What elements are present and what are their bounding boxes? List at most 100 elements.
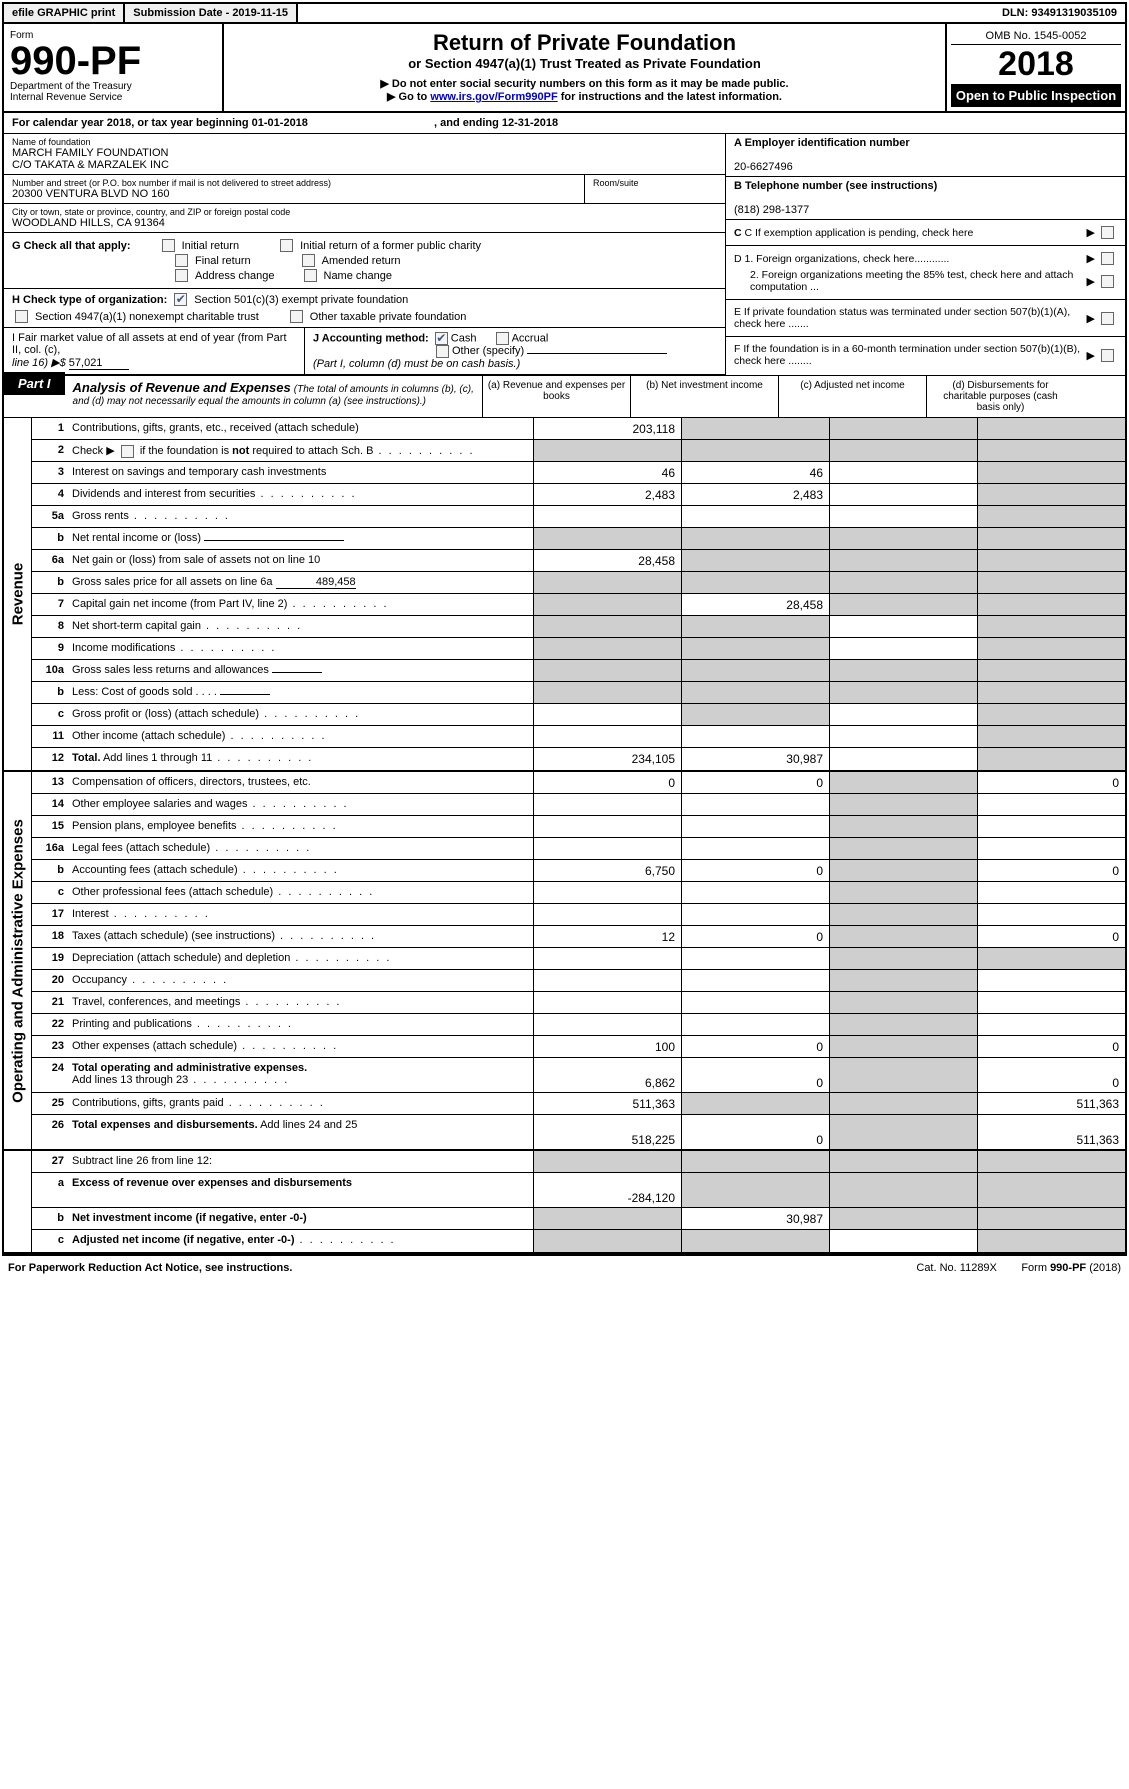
irs: Internal Revenue Service xyxy=(10,92,216,103)
revenue-section: Revenue 1Contributions, gifts, grants, e… xyxy=(4,418,1125,772)
line-13: 13Compensation of officers, directors, t… xyxy=(32,772,1125,794)
section-c: C C If exemption application is pending,… xyxy=(726,220,1125,246)
line-11: 11Other income (attach schedule) xyxy=(32,726,1125,748)
foundation-name-cell: Name of foundation MARCH FAMILY FOUNDATI… xyxy=(4,134,725,175)
cb-name-change[interactable] xyxy=(304,269,317,282)
omb-number: OMB No. 1545-0052 xyxy=(951,28,1121,45)
form-number: 990-PF xyxy=(10,41,216,81)
f-label: F If the foundation is in a 60-month ter… xyxy=(734,343,1087,367)
line-26: 26Total expenses and disbursements. Add … xyxy=(32,1115,1125,1149)
cb-amended-return[interactable] xyxy=(302,254,315,267)
opt-initial: Initial return xyxy=(182,240,239,252)
tax-year: 2018 xyxy=(951,45,1121,84)
cb-status-terminated[interactable] xyxy=(1101,312,1114,325)
line-16c: cOther professional fees (attach schedul… xyxy=(32,882,1125,904)
line-21: 21Travel, conferences, and meetings xyxy=(32,992,1125,1014)
cb-501c3[interactable] xyxy=(174,293,187,306)
city-label: City or town, state or province, country… xyxy=(12,207,717,217)
opt-other-taxable: Other taxable private foundation xyxy=(310,311,467,323)
footer-left: For Paperwork Reduction Act Notice, see … xyxy=(8,1262,292,1274)
tel-value: (818) 298-1377 xyxy=(734,204,809,216)
ein-cell: A Employer identification number 20-6627… xyxy=(726,134,1125,177)
col-b-header: (b) Net investment income xyxy=(630,376,778,417)
room-label: Room/suite xyxy=(593,178,717,188)
expenses-rows: 13Compensation of officers, directors, t… xyxy=(32,772,1125,1149)
cb-foreign-org[interactable] xyxy=(1101,252,1114,265)
cb-exemption-pending[interactable] xyxy=(1101,226,1114,239)
cal-begin: For calendar year 2018, or tax year begi… xyxy=(12,117,308,129)
line-10c: cGross profit or (loss) (attach schedule… xyxy=(32,704,1125,726)
warn-suffix: for instructions and the latest informat… xyxy=(558,91,782,103)
dept: Department of the Treasury xyxy=(10,81,216,92)
submission-date: Submission Date - 2019-11-15 xyxy=(125,4,298,22)
expenses-section: Operating and Administrative Expenses 13… xyxy=(4,772,1125,1151)
line-19: 19Depreciation (attach schedule) and dep… xyxy=(32,948,1125,970)
h-label: H Check type of organization: xyxy=(12,294,167,306)
cb-address-change[interactable] xyxy=(175,269,188,282)
cb-initial-return[interactable] xyxy=(162,239,175,252)
ein-label: A Employer identification number xyxy=(734,137,910,149)
opt-accrual: Accrual xyxy=(512,332,549,344)
topbar: efile GRAPHIC print Submission Date - 20… xyxy=(4,4,1125,24)
section-f: F If the foundation is in a 60-month ter… xyxy=(726,337,1125,373)
opt-final: Final return xyxy=(195,255,251,267)
line-6b: bGross sales price for all assets on lin… xyxy=(32,572,1125,594)
opt-other-method: Other (specify) xyxy=(452,345,524,357)
opt-initial-former: Initial return of a former public charit… xyxy=(300,240,481,252)
section-i: I Fair market value of all assets at end… xyxy=(4,328,304,374)
col-a-header: (a) Revenue and expenses per books xyxy=(482,376,630,417)
foundation-name-2: C/O TAKATA & MARZALEK INC xyxy=(12,159,717,171)
expenses-text: Operating and Administrative Expenses xyxy=(9,819,26,1103)
line-4: 4Dividends and interest from securities2… xyxy=(32,484,1125,506)
cb-other-method[interactable] xyxy=(436,345,449,358)
ein-value: 20-6627496 xyxy=(734,161,793,173)
identity-left: Name of foundation MARCH FAMILY FOUNDATI… xyxy=(4,134,725,375)
warn-prefix: ▶ Go to xyxy=(387,91,430,103)
line27-section: 27Subtract line 26 from line 12: aExcess… xyxy=(4,1151,1125,1254)
city-cell: City or town, state or province, country… xyxy=(4,204,725,233)
line-25: 25Contributions, gifts, grants paid511,3… xyxy=(32,1093,1125,1115)
line-17: 17Interest xyxy=(32,904,1125,926)
revenue-rows: 1Contributions, gifts, grants, etc., rec… xyxy=(32,418,1125,770)
line-24: 24Total operating and administrative exp… xyxy=(32,1058,1125,1093)
cb-60month[interactable] xyxy=(1101,349,1114,362)
i-label: I Fair market value of all assets at end… xyxy=(12,332,287,356)
tel-label: B Telephone number (see instructions) xyxy=(734,180,937,192)
line-10b: bLess: Cost of goods sold . . . . xyxy=(32,682,1125,704)
opt-4947a1: Section 4947(a)(1) nonexempt charitable … xyxy=(35,311,259,323)
i-line16: line 16) ▶$ xyxy=(12,357,66,369)
j-label: J Accounting method: xyxy=(313,332,429,344)
foundation-name-1: MARCH FAMILY FOUNDATION xyxy=(12,147,717,159)
cb-other-taxable[interactable] xyxy=(290,310,303,323)
city-state-zip: WOODLAND HILLS, CA 91364 xyxy=(12,217,717,229)
line-5a: 5aGross rents xyxy=(32,506,1125,528)
cb-cash[interactable] xyxy=(435,332,448,345)
cb-final-return[interactable] xyxy=(175,254,188,267)
line-16a: 16aLegal fees (attach schedule) xyxy=(32,838,1125,860)
efile-print-btn[interactable]: efile GRAPHIC print xyxy=(4,4,125,22)
instructions-link[interactable]: www.irs.gov/Form990PF xyxy=(430,91,557,103)
opt-cash: Cash xyxy=(451,332,477,344)
section-h: H Check type of organization: Section 50… xyxy=(4,289,725,328)
line-20: 20Occupancy xyxy=(32,970,1125,992)
calendar-year-row: For calendar year 2018, or tax year begi… xyxy=(4,113,1125,134)
identity-grid: Name of foundation MARCH FAMILY FOUNDATI… xyxy=(4,134,1125,376)
line-27: 27Subtract line 26 from line 12: xyxy=(32,1151,1125,1173)
cb-initial-former[interactable] xyxy=(280,239,293,252)
section-j: J Accounting method: Cash Accrual Other … xyxy=(304,328,725,374)
fmv-value: 57,021 xyxy=(69,357,129,370)
cb-accrual[interactable] xyxy=(496,332,509,345)
d2-label: 2. Foreign organizations meeting the 85%… xyxy=(734,269,1087,293)
address-row: Number and street (or P.O. box number if… xyxy=(4,175,725,204)
cb-no-schB[interactable] xyxy=(121,445,134,458)
line-9: 9Income modifications xyxy=(32,638,1125,660)
section-d: D 1. Foreign organizations, check here..… xyxy=(726,246,1125,300)
cb-4947a1[interactable] xyxy=(15,310,28,323)
header-mid: Return of Private Foundation or Section … xyxy=(224,24,945,111)
part1-title-cell: Analysis of Revenue and Expenses (The to… xyxy=(65,376,482,417)
line-27b: bNet investment income (if negative, ent… xyxy=(32,1208,1125,1230)
line-2: 2Check ▶ if the foundation is not requir… xyxy=(32,440,1125,462)
cal-end: , and ending 12-31-2018 xyxy=(434,117,558,129)
line-5b: bNet rental income or (loss) xyxy=(32,528,1125,550)
cb-85pct-test[interactable] xyxy=(1101,275,1114,288)
